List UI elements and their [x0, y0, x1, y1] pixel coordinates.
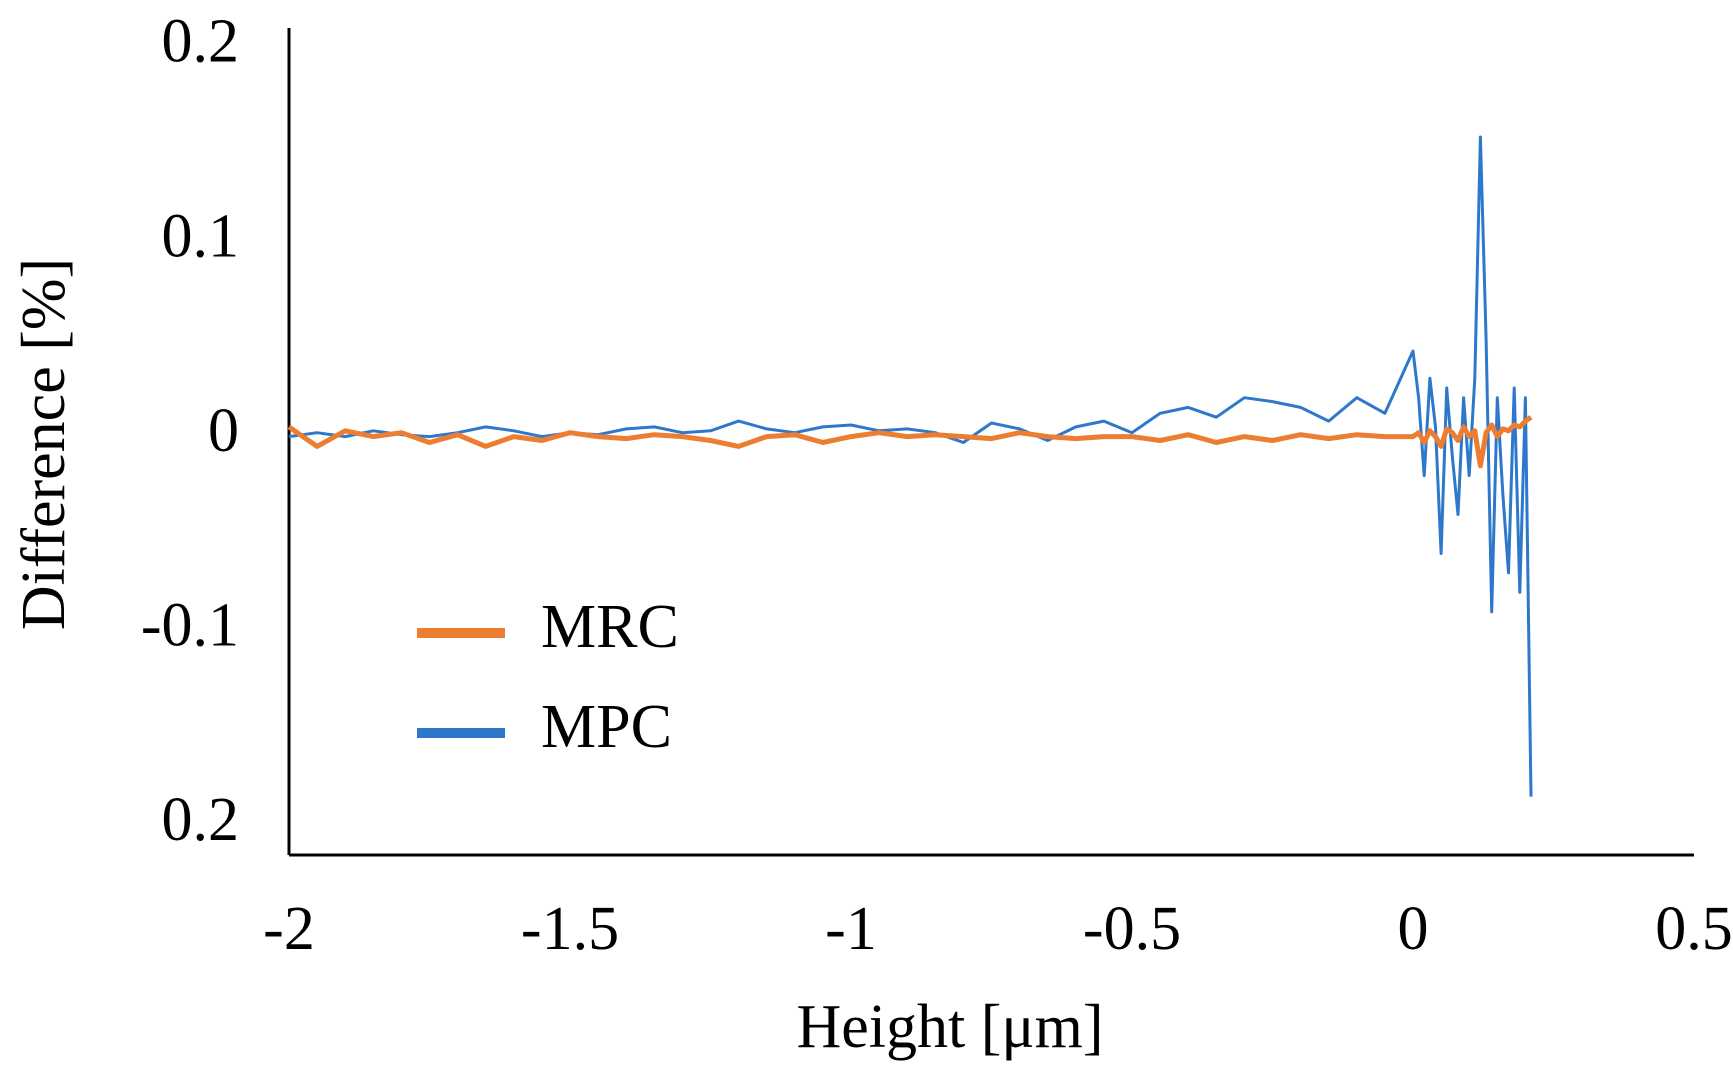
x-tick-label: 0.5	[1655, 895, 1733, 963]
x-tick-label: -1.5	[521, 895, 619, 963]
legend-label: MRC	[541, 593, 679, 661]
line-series	[288, 135, 1533, 797]
x-tick-label: -0.5	[1083, 895, 1181, 963]
y-axis-title: Difference [%]	[10, 258, 78, 630]
y-tick-label: 0.1	[162, 202, 240, 270]
x-tick-label: 0	[1398, 895, 1429, 963]
y-tick-label: 0	[208, 397, 239, 465]
x-tick-label: -2	[263, 895, 315, 963]
y-tick-label: -0.1	[141, 591, 239, 659]
x-axis-title: Height [μm]	[796, 993, 1103, 1061]
y-tick-label: 0.2	[162, 8, 240, 76]
legend-label: MPC	[541, 693, 672, 761]
y-tick-label: 0.2	[162, 786, 240, 854]
x-tick-label: -1	[825, 895, 877, 963]
line-series	[287, 415, 1533, 469]
